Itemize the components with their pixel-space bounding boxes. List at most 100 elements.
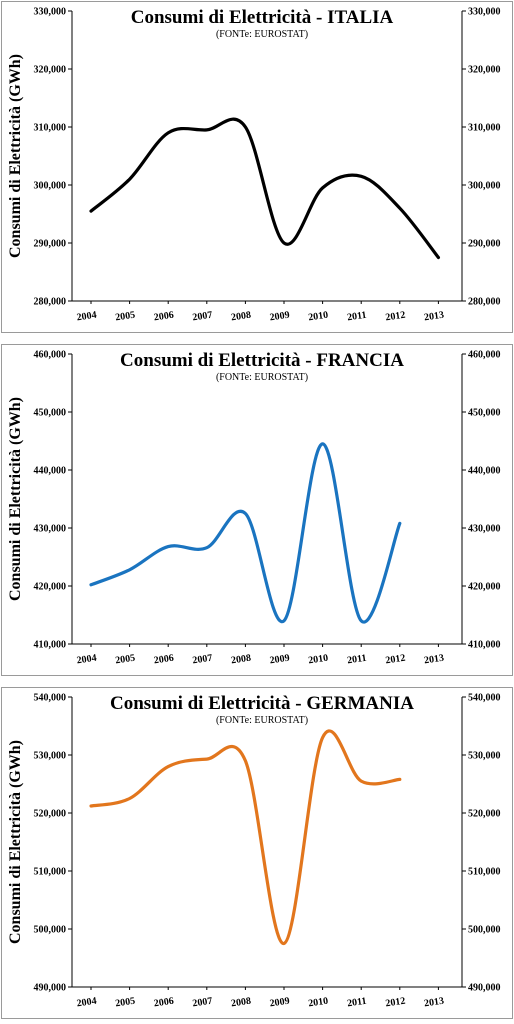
data-point <box>437 256 440 259</box>
data-point <box>167 131 170 134</box>
y-tick-label-left: 450,000 <box>34 408 67 419</box>
y-tick-label-right: 450,000 <box>468 408 501 419</box>
x-tick-label: 2010 <box>308 996 329 1010</box>
x-tick-label: 2007 <box>192 996 213 1010</box>
data-point <box>244 512 247 515</box>
x-tick-label: 2010 <box>308 653 329 667</box>
y-tick-label-left: 280,000 <box>34 297 67 308</box>
x-tick-label: 2009 <box>269 653 290 667</box>
data-point <box>128 178 131 181</box>
series-line <box>89 117 440 260</box>
line-chart: 280,000 280,000 290,000 290,000 300,000 300,0… <box>1 1 513 333</box>
chart-panel: 490,000 490,000 500,000 500,000 510,000 510,0… <box>0 686 514 1020</box>
data-point <box>321 186 324 190</box>
data-point <box>282 241 286 245</box>
y-tick-label-right: 500,000 <box>468 925 501 936</box>
data-point <box>128 797 131 800</box>
y-tick-label-left: 420,000 <box>34 582 67 593</box>
data-point <box>360 619 363 622</box>
y-tick-label-left: 300,000 <box>34 181 67 192</box>
data-point <box>89 583 93 587</box>
y-tick-label-left: 440,000 <box>34 466 67 477</box>
x-tick-label: 2009 <box>269 996 290 1010</box>
data-point <box>360 779 363 783</box>
y-tick-label-right: 440,000 <box>468 466 501 477</box>
y-tick-label-left: 520,000 <box>34 809 67 820</box>
y-tick-label-right: 530,000 <box>468 751 501 762</box>
x-tick-label: 2006 <box>153 996 174 1010</box>
x-tick-label: 2012 <box>385 310 406 324</box>
series-line <box>89 729 402 946</box>
y-tick-label-left: 330,000 <box>34 7 67 18</box>
data-point <box>244 759 247 762</box>
data-point <box>167 545 170 548</box>
chart-title: Consumi di Elettricità - GERMANIA <box>110 693 414 714</box>
y-axis-title: Consumi di Elettricità (GWh) <box>7 54 24 258</box>
chart-title: Consumi di Elettricità - ITALIA <box>131 7 394 28</box>
x-tick-label: 2005 <box>115 653 136 667</box>
data-point <box>321 442 324 446</box>
y-tick-label-right: 420,000 <box>468 582 501 593</box>
x-tick-label: 2006 <box>153 653 174 667</box>
y-tick-label-right: 330,000 <box>468 7 501 18</box>
y-tick-label-right: 280,000 <box>468 297 501 308</box>
y-tick-label-left: 510,000 <box>34 867 67 878</box>
x-tick-label: 2005 <box>115 310 136 324</box>
x-tick-label: 2004 <box>76 310 97 324</box>
y-tick-label-left: 540,000 <box>34 693 67 704</box>
y-axis-title: Consumi di Elettricità (GWh) <box>7 740 24 944</box>
series-line <box>89 442 402 624</box>
data-point <box>321 736 324 739</box>
chart-frame <box>1 1 513 333</box>
y-tick-label-left: 290,000 <box>34 239 67 250</box>
x-tick-label: 2008 <box>230 310 251 324</box>
data-point <box>398 522 401 525</box>
data-point <box>128 568 131 571</box>
chart-panel: 280,000 280,000 290,000 290,000 300,000 300,0… <box>0 0 514 334</box>
data-point <box>205 546 208 549</box>
chart-subtitle: (FONTe: EUROSTAT) <box>216 29 308 40</box>
y-tick-label-right: 460,000 <box>468 350 501 361</box>
y-tick-label-right: 510,000 <box>468 867 501 878</box>
y-tick-label-left: 410,000 <box>34 640 67 651</box>
x-tick-label: 2012 <box>385 653 406 667</box>
x-tick-label: 2007 <box>192 310 213 324</box>
x-tick-label: 2011 <box>346 996 367 1010</box>
line-chart: 410,000 410,000 420,000 420,000 430,000 430,0… <box>1 344 513 676</box>
chart-frame <box>1 344 513 676</box>
chart-title: Consumi di Elettricità - FRANCIA <box>120 350 404 371</box>
y-tick-label-right: 410,000 <box>468 640 501 651</box>
x-tick-label: 2009 <box>269 310 290 324</box>
y-tick-label-right: 540,000 <box>468 693 501 704</box>
data-point <box>244 125 247 129</box>
y-tick-label-right: 520,000 <box>468 809 501 820</box>
x-tick-label: 2013 <box>423 653 444 667</box>
x-tick-label: 2012 <box>385 996 406 1010</box>
x-tick-label: 2013 <box>423 996 444 1010</box>
data-point <box>167 765 170 768</box>
data-point <box>89 209 93 213</box>
y-tick-label-left: 500,000 <box>34 925 67 936</box>
x-tick-label: 2011 <box>346 653 367 667</box>
y-tick-label-left: 310,000 <box>34 123 67 134</box>
y-axis-title: Consumi di Elettricità (GWh) <box>7 397 24 601</box>
y-tick-label-left: 430,000 <box>34 524 67 535</box>
chart-subtitle: (FONTe: EUROSTAT) <box>216 372 308 383</box>
y-tick-label-left: 490,000 <box>34 983 67 994</box>
chart-subtitle: (FONTe: EUROSTAT) <box>216 715 308 726</box>
data-point <box>205 757 208 761</box>
chart-panel: 410,000 410,000 420,000 420,000 430,000 430,0… <box>0 343 514 677</box>
data-point <box>360 175 363 178</box>
x-tick-label: 2008 <box>230 996 251 1010</box>
line-chart: 490,000 490,000 500,000 500,000 510,000 510,0… <box>1 687 513 1019</box>
data-point <box>282 942 286 945</box>
data-point <box>205 128 208 132</box>
x-tick-label: 2004 <box>76 653 97 667</box>
y-tick-label-left: 320,000 <box>34 65 67 76</box>
y-tick-label-left: 460,000 <box>34 350 67 361</box>
x-tick-label: 2006 <box>153 310 174 324</box>
x-tick-label: 2007 <box>192 653 213 667</box>
y-tick-label-right: 490,000 <box>468 983 501 994</box>
y-tick-label-right: 310,000 <box>468 123 501 134</box>
data-point <box>89 804 93 808</box>
